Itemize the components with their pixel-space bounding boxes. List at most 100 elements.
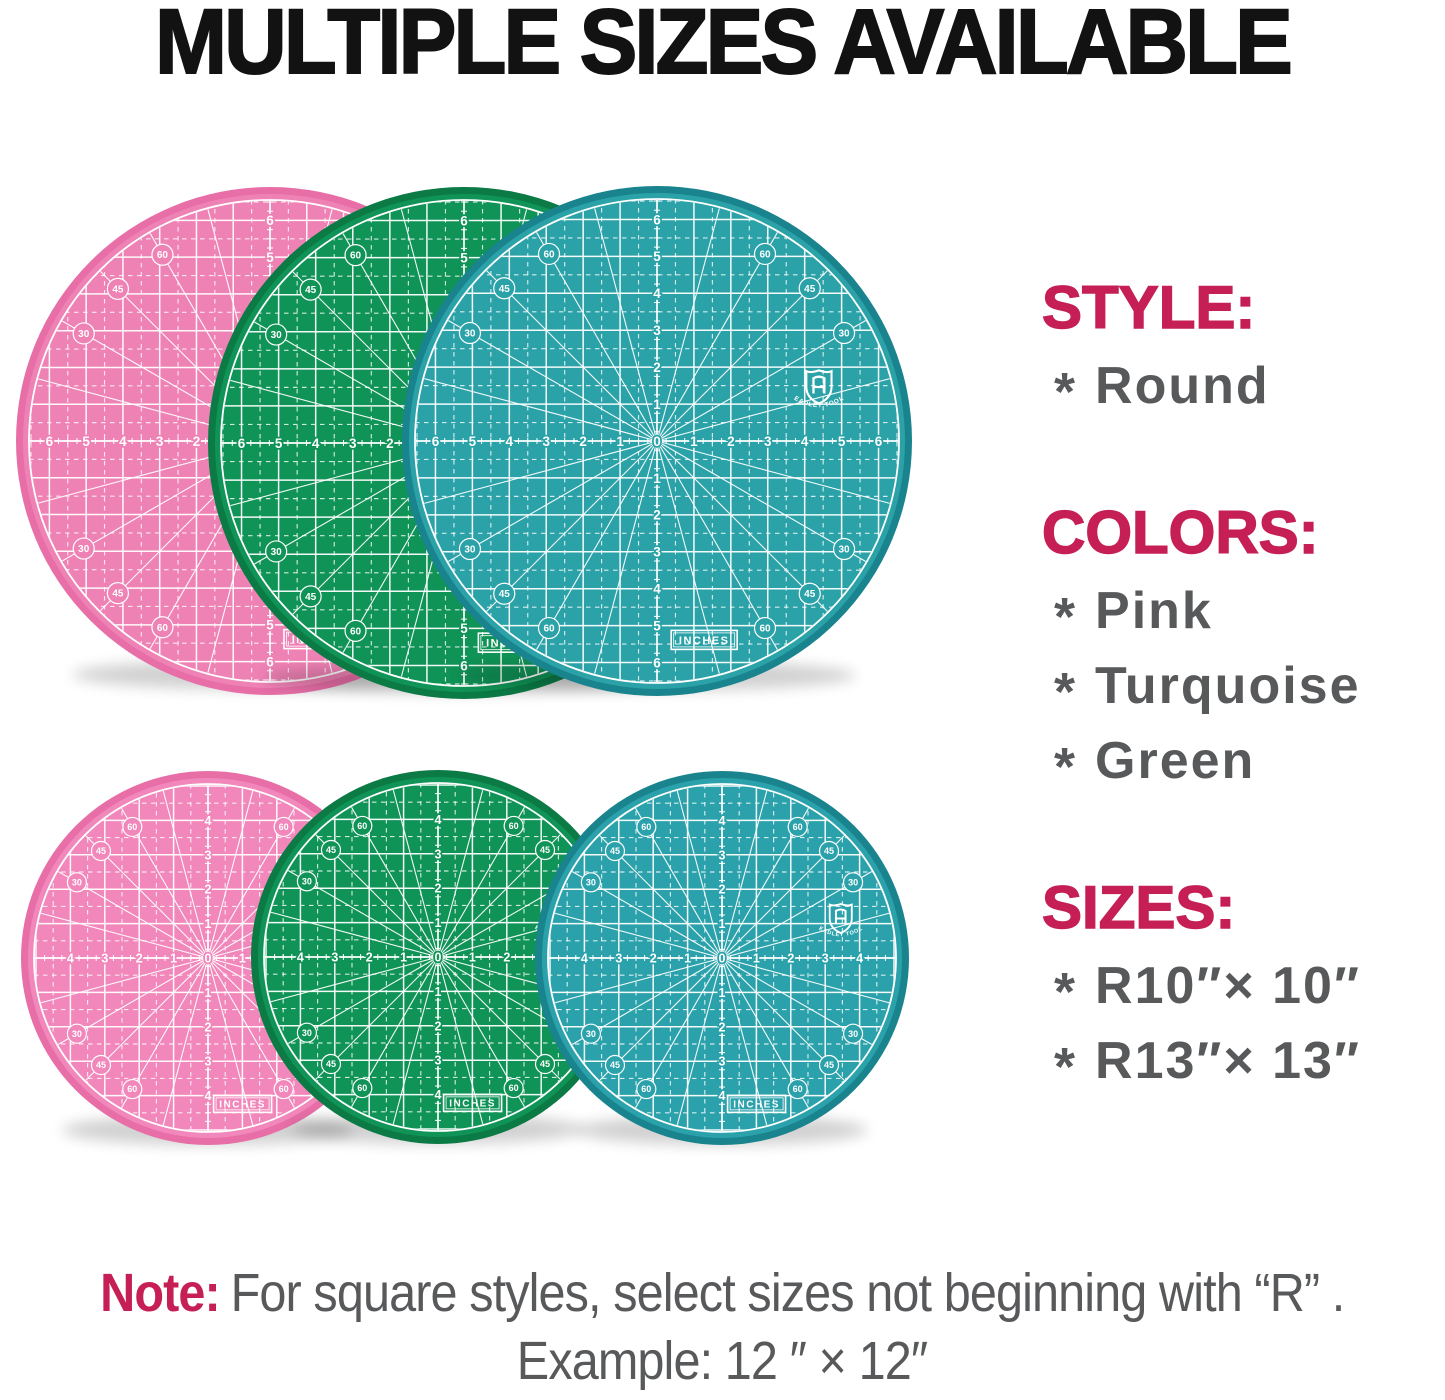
footnote: Note: For square styles, select sizes not… bbox=[0, 1262, 1445, 1392]
note-label: Note: bbox=[100, 1263, 221, 1323]
svg-text:1: 1 bbox=[469, 951, 476, 965]
angle-badge bbox=[842, 872, 864, 893]
svg-text:3: 3 bbox=[101, 952, 108, 966]
angle-badge bbox=[503, 1077, 524, 1099]
svg-text:30: 30 bbox=[838, 545, 850, 556]
svg-text:1: 1 bbox=[719, 986, 726, 1000]
svg-text:3: 3 bbox=[822, 952, 829, 966]
svg-text:5: 5 bbox=[460, 250, 468, 265]
angle-badge bbox=[798, 277, 821, 300]
svg-text:6: 6 bbox=[460, 658, 468, 673]
specs-column: STYLE: * Round COLORS: * Pink * Turquoise *… bbox=[1041, 274, 1361, 1176]
svg-text:45: 45 bbox=[305, 592, 317, 603]
angle-badge bbox=[636, 816, 657, 838]
svg-text:60: 60 bbox=[759, 624, 771, 635]
angle-badge bbox=[66, 872, 88, 893]
inches-label: INCHES bbox=[679, 635, 730, 647]
svg-text:30: 30 bbox=[848, 1029, 858, 1039]
svg-text:3: 3 bbox=[764, 434, 772, 449]
angle-badge bbox=[753, 242, 777, 266]
svg-text:45: 45 bbox=[540, 845, 550, 855]
angle-badge bbox=[604, 840, 626, 862]
svg-text:60: 60 bbox=[793, 1084, 803, 1094]
angle-badge bbox=[832, 321, 856, 345]
svg-text:6: 6 bbox=[460, 213, 468, 228]
svg-text:30: 30 bbox=[72, 877, 82, 887]
angle-badge bbox=[66, 1023, 88, 1044]
cutting-mat-turquoise-small: 4 4 3 3 2 2 1 1 0 1 1 2 2 3 3 4 4 30 30 30 30 45 45 45 45 60 60 60 6… bbox=[535, 771, 909, 1146]
svg-text:3: 3 bbox=[719, 1055, 726, 1069]
svg-text:6: 6 bbox=[653, 655, 661, 670]
svg-text:60: 60 bbox=[279, 822, 289, 832]
svg-text:6: 6 bbox=[238, 436, 246, 451]
angle-badge bbox=[273, 1078, 294, 1100]
svg-text:5: 5 bbox=[82, 434, 90, 449]
svg-text:1: 1 bbox=[719, 917, 726, 931]
svg-text:30: 30 bbox=[464, 545, 476, 556]
angle-badge bbox=[320, 1053, 342, 1075]
svg-text:4: 4 bbox=[119, 434, 127, 449]
angle-badge bbox=[537, 616, 561, 640]
svg-text:1: 1 bbox=[205, 917, 212, 931]
svg-text:4: 4 bbox=[653, 582, 661, 597]
svg-text:60: 60 bbox=[127, 1084, 137, 1094]
svg-text:45: 45 bbox=[326, 845, 336, 855]
footnote-line: Note: For square styles, select sizes not… bbox=[100, 1262, 1346, 1324]
svg-text:45: 45 bbox=[112, 589, 124, 600]
svg-text:45: 45 bbox=[824, 846, 834, 856]
svg-text:30: 30 bbox=[838, 329, 850, 340]
svg-text:3: 3 bbox=[435, 1054, 442, 1068]
svg-text:6: 6 bbox=[266, 213, 274, 228]
svg-text:30: 30 bbox=[78, 329, 90, 340]
svg-text:3: 3 bbox=[349, 436, 357, 451]
angle-badge bbox=[320, 839, 342, 861]
svg-text:6: 6 bbox=[266, 654, 274, 669]
style-heading: STYLE: bbox=[1041, 274, 1256, 341]
svg-text:3: 3 bbox=[435, 847, 442, 861]
svg-text:45: 45 bbox=[804, 589, 816, 600]
svg-text:30: 30 bbox=[302, 876, 312, 886]
angle-badge bbox=[273, 816, 294, 838]
angle-badge bbox=[90, 840, 112, 862]
svg-text:0: 0 bbox=[653, 434, 661, 449]
angle-badge bbox=[299, 585, 322, 608]
svg-text:6: 6 bbox=[875, 434, 883, 449]
svg-text:4: 4 bbox=[67, 952, 74, 966]
svg-text:1: 1 bbox=[753, 952, 760, 966]
colors-heading: COLORS: bbox=[1041, 499, 1319, 566]
inches-label: INCHES bbox=[449, 1098, 496, 1109]
svg-text:2: 2 bbox=[653, 508, 661, 523]
style-item-round: * Round bbox=[1054, 348, 1361, 423]
note-text: For square styles, select sizes not begi… bbox=[230, 1263, 1346, 1323]
svg-text:60: 60 bbox=[127, 822, 137, 832]
angle-badge bbox=[458, 321, 482, 345]
angle-badge bbox=[265, 323, 288, 346]
svg-text:4: 4 bbox=[506, 434, 514, 449]
angle-badge bbox=[72, 537, 95, 560]
svg-text:0: 0 bbox=[435, 951, 442, 965]
angle-badge bbox=[818, 840, 840, 862]
inches-label: INCHES bbox=[219, 1099, 266, 1110]
svg-text:5: 5 bbox=[266, 250, 274, 265]
svg-text:1: 1 bbox=[616, 434, 624, 449]
svg-text:3: 3 bbox=[542, 434, 550, 449]
size-item-r10: * R10″× 10″ bbox=[1054, 948, 1361, 1023]
section-sizes: SIZES: * R10″× 10″ * R13″× 13″ bbox=[1041, 875, 1361, 1098]
svg-text:4: 4 bbox=[856, 952, 863, 966]
svg-text:60: 60 bbox=[509, 821, 519, 831]
svg-text:60: 60 bbox=[350, 251, 362, 262]
svg-text:4: 4 bbox=[312, 436, 320, 451]
svg-text:30: 30 bbox=[271, 547, 283, 558]
svg-text:45: 45 bbox=[96, 846, 106, 856]
svg-text:45: 45 bbox=[305, 285, 317, 296]
svg-text:60: 60 bbox=[509, 1083, 519, 1093]
svg-text:1: 1 bbox=[205, 986, 212, 1000]
angle-badge bbox=[265, 540, 288, 563]
svg-text:6: 6 bbox=[432, 434, 440, 449]
asterisk-bullet: * bbox=[1054, 962, 1078, 1022]
svg-text:6: 6 bbox=[653, 212, 661, 227]
asterisk-bullet: * bbox=[1054, 1037, 1078, 1097]
svg-text:4: 4 bbox=[719, 1089, 726, 1103]
svg-text:45: 45 bbox=[326, 1059, 336, 1069]
angle-badge bbox=[72, 322, 95, 345]
